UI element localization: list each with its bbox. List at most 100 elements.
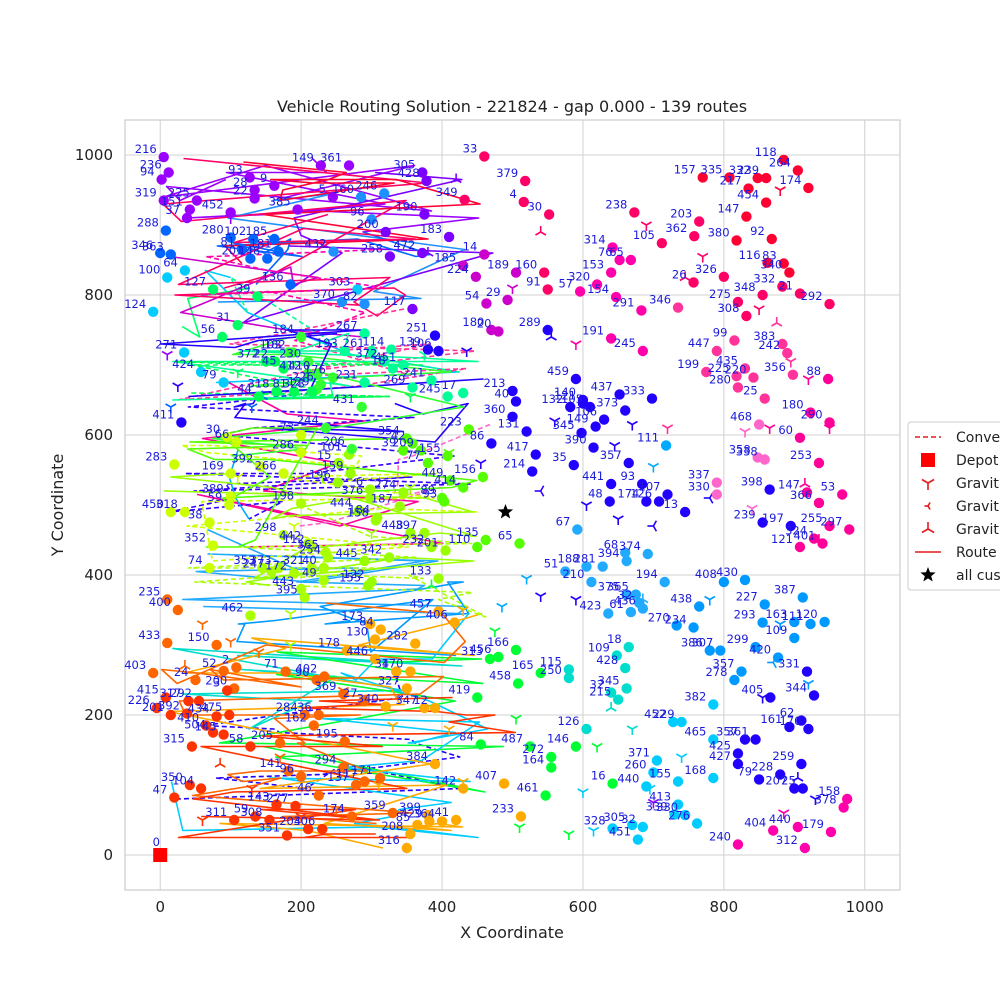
customer-node <box>731 371 742 382</box>
gravity-center-marker <box>535 592 547 602</box>
customer-node-label: 376 <box>341 483 363 497</box>
customer-node-label: 13 <box>663 497 678 511</box>
customer-node-label: 378 <box>815 792 837 806</box>
customer-node <box>785 520 796 532</box>
customer-node-label: 291 <box>612 295 634 309</box>
customer-node-label: 35 <box>552 450 567 464</box>
customer-node <box>507 385 518 397</box>
customer-node-label: 189 <box>487 258 509 272</box>
customer-node-label: 170 <box>381 657 403 671</box>
customer-node-label: 141 <box>260 756 282 770</box>
customer-node <box>621 589 632 600</box>
gravity-center-marker <box>577 788 589 798</box>
customer-node <box>824 417 835 428</box>
customer-node-label: 246 <box>355 179 377 193</box>
customer-node-label: 244 <box>297 413 319 427</box>
customer-node <box>245 610 256 621</box>
customer-node <box>346 443 358 455</box>
customer-node <box>759 393 770 404</box>
customer-node <box>407 303 418 315</box>
customer-node <box>784 721 795 733</box>
gravity-center-marker <box>246 784 258 795</box>
y-tick-label: 800 <box>84 286 113 304</box>
customer-node <box>708 772 719 784</box>
customer-node-label: 414 <box>434 473 456 487</box>
customer-node-label: 48 <box>588 487 603 501</box>
customer-node-label: 89 <box>420 483 435 497</box>
gravity-center-marker <box>496 602 508 613</box>
gravity-center-marker <box>475 459 487 469</box>
customer-node <box>273 246 284 257</box>
customer-node <box>629 207 640 218</box>
customer-node-label: 2 <box>222 652 229 666</box>
customer-node-label: 22 <box>253 347 268 361</box>
customer-node <box>221 431 233 443</box>
customer-node <box>165 709 176 721</box>
customer-node-label: 140 <box>554 385 576 399</box>
customer-node-label: 344 <box>785 680 807 694</box>
customer-node <box>607 778 618 789</box>
customer-node <box>218 377 229 388</box>
route-line <box>228 448 250 520</box>
customer-node <box>782 347 793 359</box>
customer-node-label: 260 <box>624 757 646 771</box>
customer-node <box>662 489 673 500</box>
customer-node-label: 112 <box>283 532 305 546</box>
customer-node <box>356 401 367 413</box>
customer-node <box>486 438 497 449</box>
customer-node <box>621 555 632 567</box>
customer-node-label: 487 <box>501 732 523 746</box>
gravity-center-marker <box>753 305 765 315</box>
customer-node <box>759 599 770 610</box>
customer-node <box>295 498 307 509</box>
customer-node <box>605 478 617 490</box>
customer-node <box>407 382 418 393</box>
customer-node <box>801 666 813 677</box>
legend-item: all cus <box>920 567 1000 584</box>
customer-node-label: 57 <box>558 277 573 291</box>
customer-node <box>676 716 687 728</box>
customer-node-label: 350 <box>161 770 183 784</box>
customer-node <box>225 232 236 243</box>
customer-node <box>280 666 291 677</box>
customer-node <box>794 541 806 553</box>
customer-node <box>748 372 759 383</box>
legend-item: Gravit <box>924 499 999 515</box>
gravity-center-marker <box>196 620 209 630</box>
gravity-center-marker <box>675 753 688 763</box>
gravity-center-marker <box>246 403 258 413</box>
customer-node <box>732 839 744 850</box>
customer-node-label: 49 <box>302 566 317 580</box>
customer-node <box>245 741 256 752</box>
route-line <box>224 161 481 265</box>
customer-node <box>718 271 730 282</box>
gravity-center-marker <box>570 595 582 606</box>
customer-node-label: 60 <box>778 423 793 437</box>
customer-node-label: 199 <box>677 357 699 371</box>
customer-node-label: 390 <box>565 433 587 447</box>
customer-node <box>750 734 761 745</box>
legend-item: Gravit <box>921 476 999 492</box>
customer-node-label: 267 <box>336 319 358 333</box>
customer-node <box>322 552 334 563</box>
customer-node <box>824 298 835 310</box>
gravity-center-marker <box>513 823 526 833</box>
customer-node <box>319 671 330 682</box>
customer-node-label: 37 <box>165 203 180 217</box>
customer-node <box>278 529 289 541</box>
customer-node-label: 136 <box>262 270 284 284</box>
customer-node <box>498 778 510 789</box>
customer-node <box>784 267 795 278</box>
customer-node <box>407 438 418 449</box>
customer-node-label: 353 <box>233 553 255 567</box>
customer-node <box>191 195 203 206</box>
customer-node-label: 174 <box>617 487 639 501</box>
customer-node-label: 386 <box>681 636 703 650</box>
gravity-center-marker <box>785 357 797 368</box>
customer-node <box>252 291 263 302</box>
customer-node-label: 201 <box>221 244 243 258</box>
customer-node <box>336 296 348 308</box>
customer-node <box>419 702 430 714</box>
customer-node-label: 358 <box>729 442 751 456</box>
customer-node <box>614 254 625 266</box>
